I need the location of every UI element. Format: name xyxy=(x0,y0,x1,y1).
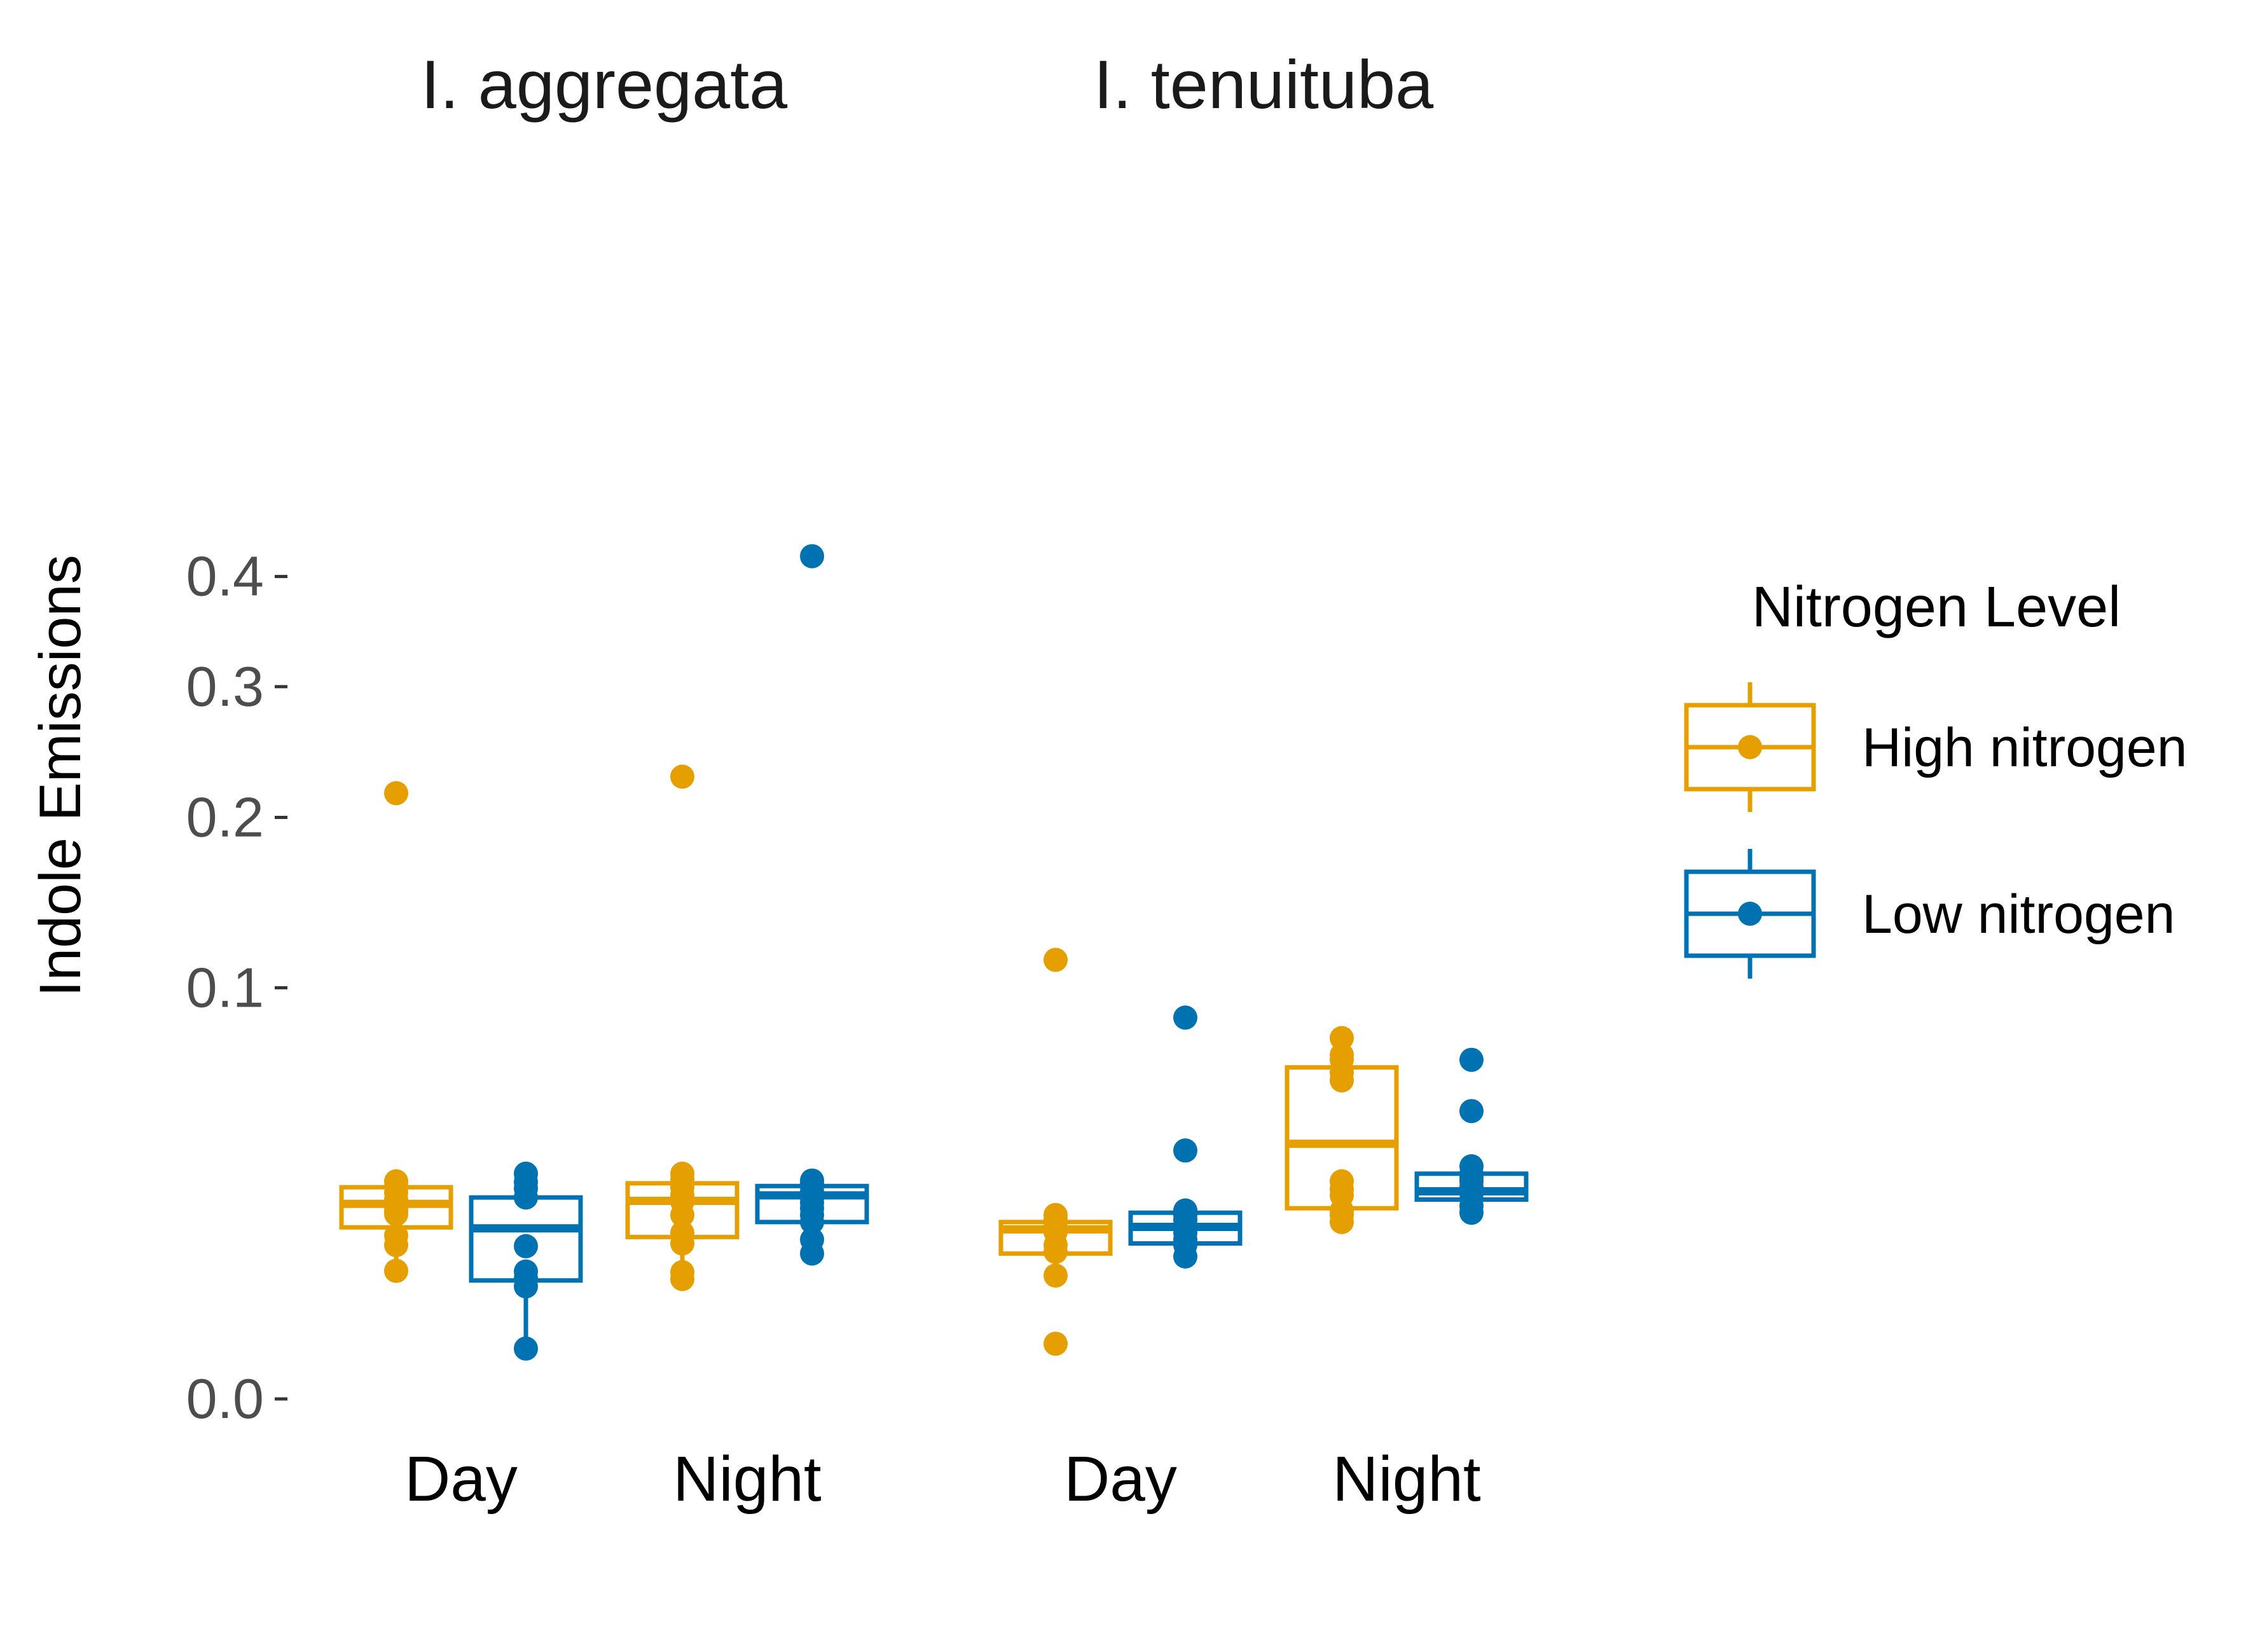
data-point xyxy=(1044,1263,1068,1288)
data-point xyxy=(800,1241,824,1266)
box-group xyxy=(1128,1005,1243,1269)
data-point xyxy=(800,544,824,568)
data-point xyxy=(1173,1244,1197,1269)
data-point xyxy=(670,1202,694,1227)
data-point xyxy=(1459,1099,1484,1124)
legend-title: Nitrogen Level xyxy=(1752,575,2121,639)
data-point xyxy=(670,1267,694,1291)
y-axis: 0.0 0.1 0.2 0.3 0.4 xyxy=(186,545,287,1430)
box-group xyxy=(339,781,453,1283)
box-group xyxy=(755,544,869,1266)
data-point xyxy=(1173,1005,1197,1030)
data-point xyxy=(514,1274,538,1298)
legend-label: Low nitrogen xyxy=(1862,884,2175,945)
data-point xyxy=(514,1336,538,1361)
legend-key: High nitrogen xyxy=(1684,682,2188,812)
data-point xyxy=(514,1234,538,1258)
x-tick-label: Night xyxy=(1332,1443,1481,1515)
data-point xyxy=(1044,1239,1068,1264)
data-point xyxy=(1044,947,1068,972)
data-point xyxy=(800,1209,824,1234)
legend-key-point xyxy=(1738,902,1762,926)
data-point xyxy=(1459,1047,1484,1072)
data-point xyxy=(1330,1068,1354,1093)
x-tick-label: Day xyxy=(404,1443,518,1515)
legend-key-point xyxy=(1738,735,1762,759)
facet-title: I. aggregata xyxy=(421,46,788,123)
legend-key: Low nitrogen xyxy=(1684,849,2175,979)
facet-panel: I. tenuituba Day Night xyxy=(998,46,1529,1515)
data-point xyxy=(384,1233,408,1258)
y-tick-label: 0.4 xyxy=(186,545,264,608)
y-tick-label: 0.0 xyxy=(186,1367,264,1430)
box-group xyxy=(998,947,1113,1356)
data-point xyxy=(1330,1209,1354,1234)
y-tick-label: 0.1 xyxy=(186,956,264,1019)
x-tick-label: Night xyxy=(673,1443,822,1515)
data-point xyxy=(1173,1138,1197,1163)
data-point xyxy=(670,764,694,789)
data-point xyxy=(384,1202,408,1227)
data-point xyxy=(1044,1332,1068,1356)
facet-panel: I. aggregata Day Night xyxy=(339,46,869,1515)
data-point xyxy=(514,1185,538,1210)
legend-keys: High nitrogen Low nitrogen xyxy=(1684,682,2188,979)
data-point xyxy=(384,1258,408,1283)
x-tick-label: Day xyxy=(1064,1443,1177,1515)
facets: I. aggregata Day Night I. tenuituba Day Night xyxy=(339,46,1529,1515)
data-point xyxy=(670,1231,694,1256)
facet-title: I. tenuituba xyxy=(1094,46,1434,123)
box-group xyxy=(469,1161,583,1361)
y-tick-label: 0.2 xyxy=(186,785,264,848)
legend: Nitrogen Level High nitrogen Low nitrogen xyxy=(1684,575,2188,979)
data-point xyxy=(1330,1026,1354,1050)
data-point xyxy=(1459,1201,1484,1225)
box-group xyxy=(1414,1047,1529,1225)
legend-label: High nitrogen xyxy=(1862,717,2188,778)
data-point xyxy=(384,781,408,806)
y-axis-title: Indole Emissions xyxy=(28,554,93,996)
box-group xyxy=(625,764,740,1291)
y-tick-label: 0.3 xyxy=(186,655,264,718)
box-group xyxy=(1285,1026,1399,1234)
